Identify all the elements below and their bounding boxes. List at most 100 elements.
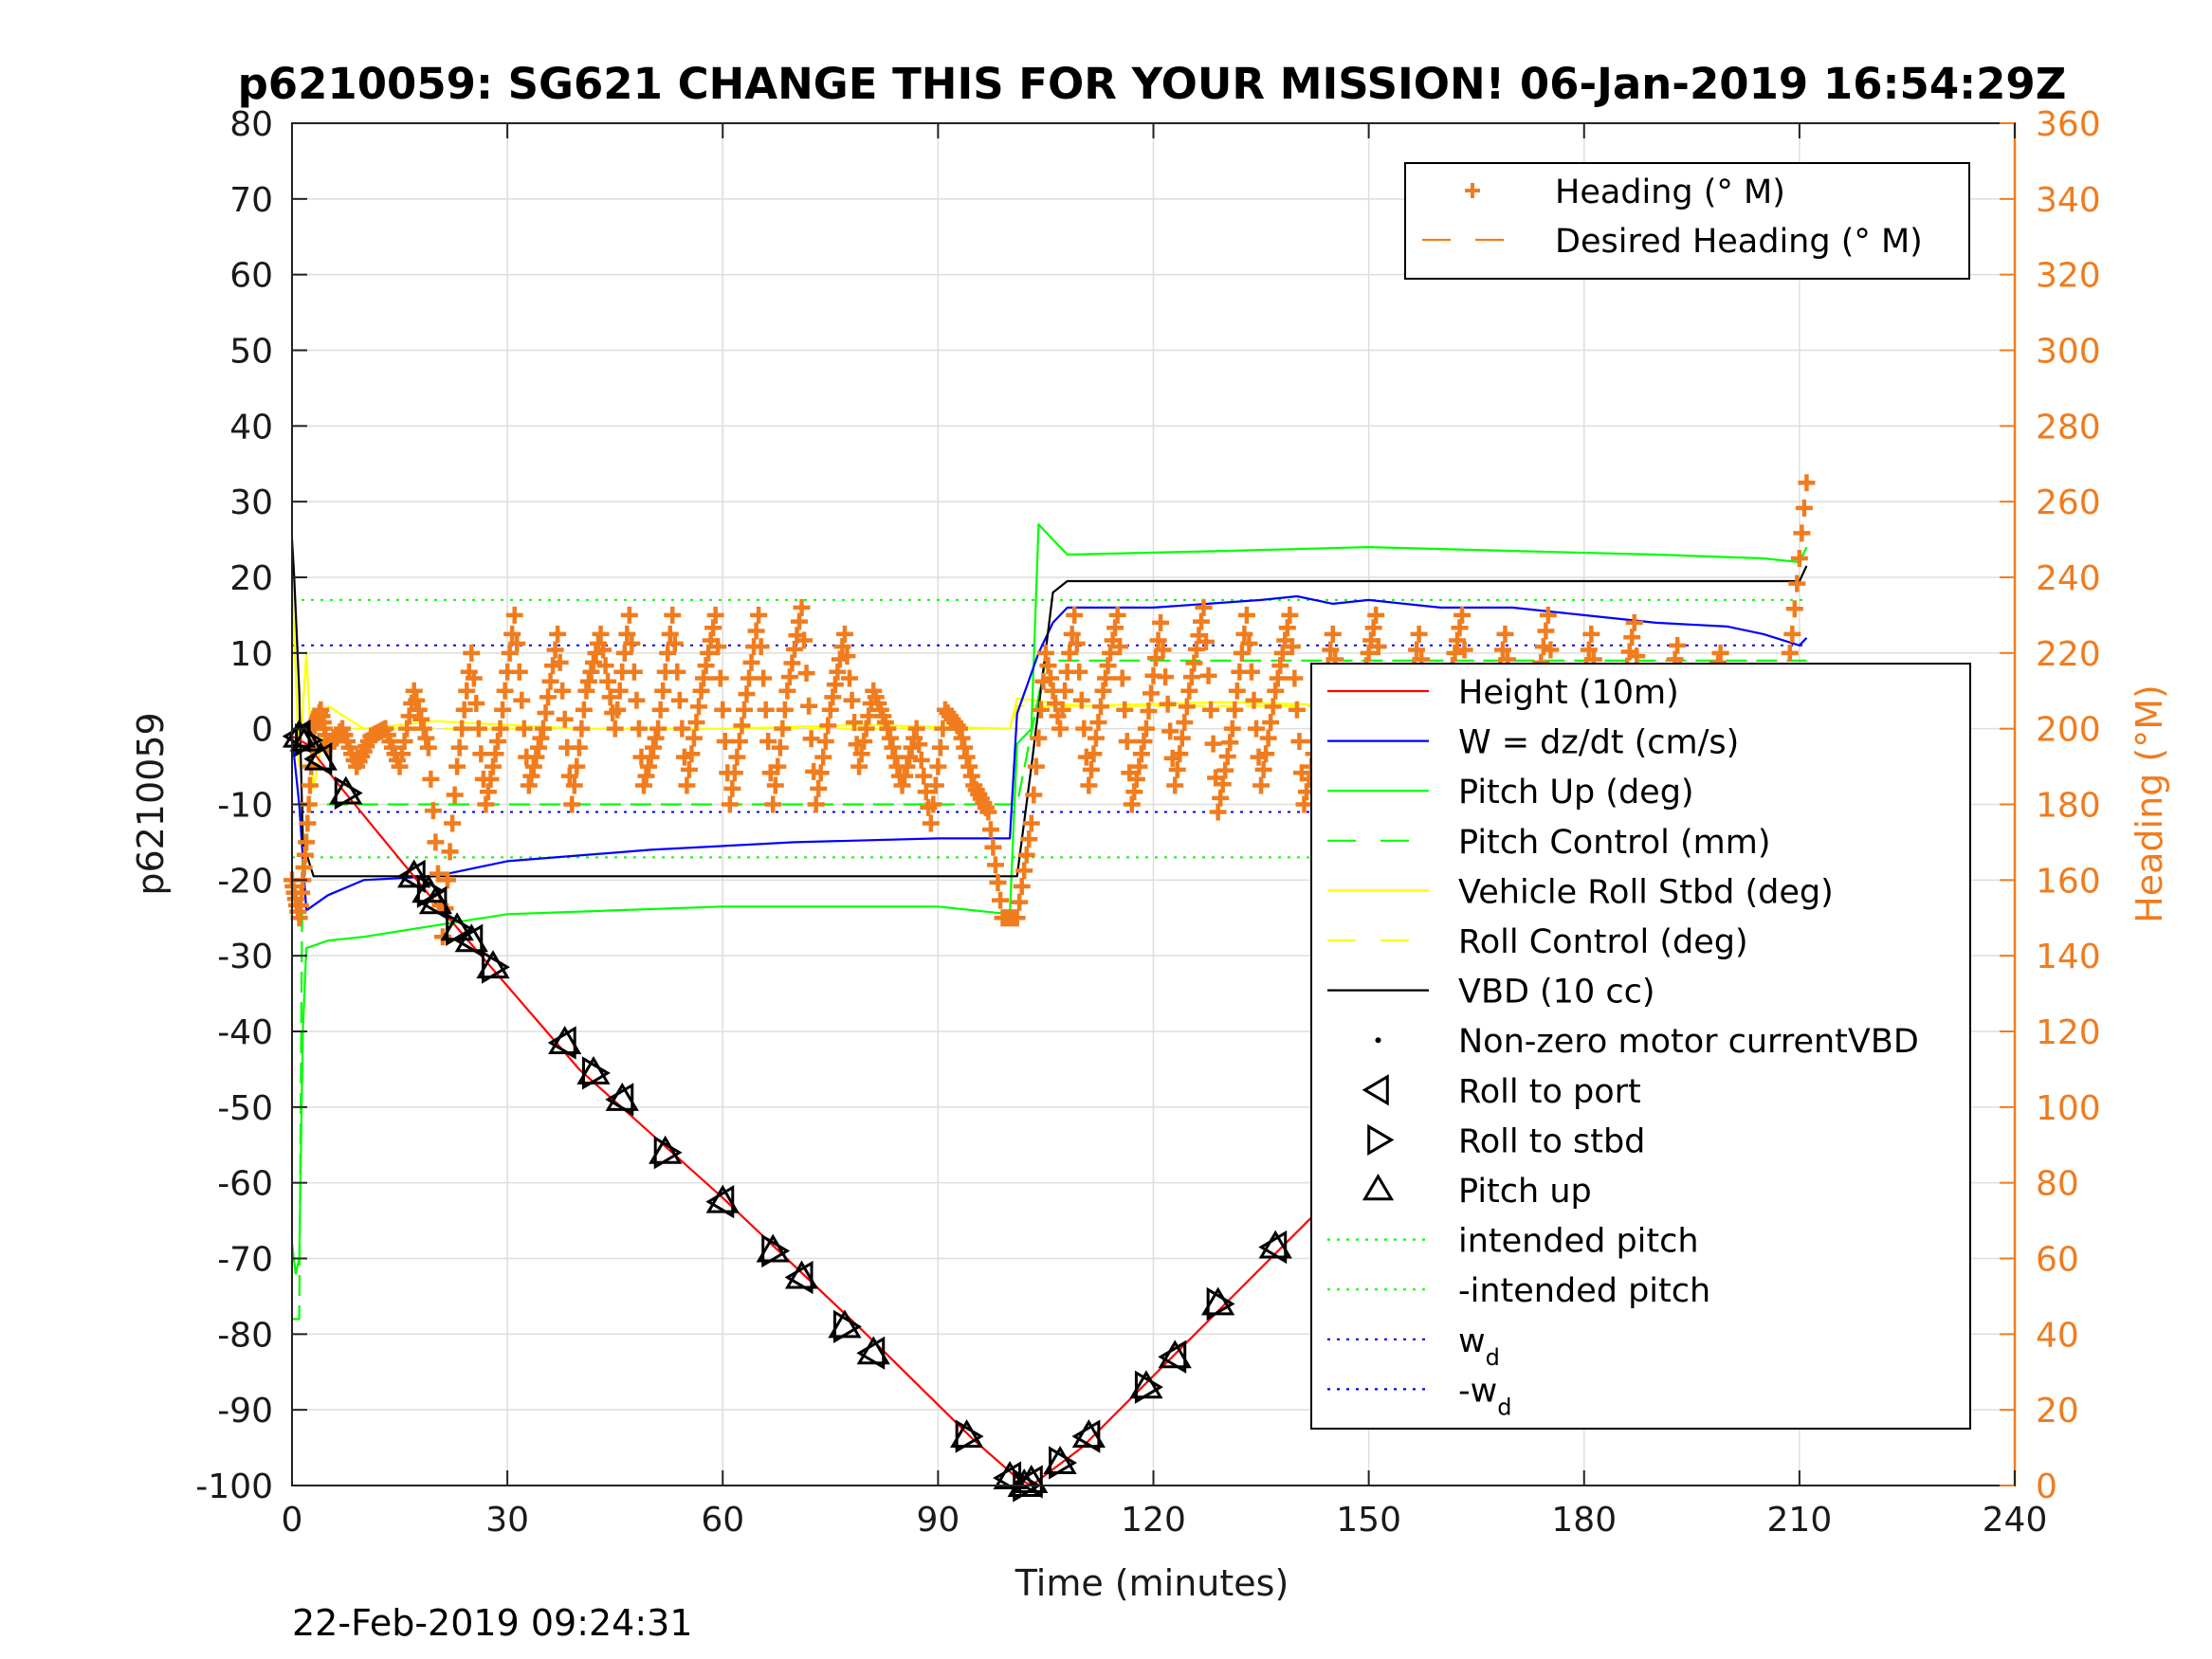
heading-point [783,654,801,672]
heading-point [1022,814,1040,832]
heading-point [522,767,540,785]
legend-label: Roll to stbd [1458,1122,1645,1160]
heading-point [620,606,638,624]
heading-point [1039,657,1057,675]
heading-point [841,669,859,687]
heading-point [410,701,428,719]
heading-point [1259,729,1277,747]
y-left-tick-label: 0 [251,711,273,750]
heading-point [759,732,777,750]
heading-point [422,770,440,788]
legend-label-text: Heading (° M) [1555,173,1785,211]
heading-point [700,644,718,662]
legend-heading: Heading (° M) Desired Heading (° M) [1404,162,1970,280]
heading-point [1252,776,1271,794]
heading-point [642,748,660,766]
legend-label: Vehicle Roll Stbd (deg) [1458,873,1834,911]
heading-point [513,691,531,709]
heading-point [1149,631,1167,649]
heading-point [654,682,672,700]
heading-point [637,767,655,785]
heading-point [1087,729,1105,747]
heading-point [469,720,487,738]
heading-point [419,738,437,757]
heading-point [661,625,679,643]
roll-stbd-marker [446,912,475,946]
legend-label-subscript: d [1497,1394,1511,1420]
marker-group [605,1082,639,1117]
roll-stbd-marker [334,775,363,811]
heading-point [1140,702,1158,720]
heading-point [393,745,411,763]
heading-point [1788,574,1806,592]
heading-point [951,720,969,738]
y-left-tick-label: 30 [229,483,273,522]
roll-stbd-marker [1134,1370,1163,1404]
x-tick-label: 30 [485,1501,529,1540]
heading-point [1125,783,1143,801]
heading-point [673,720,691,738]
marker-group [1014,1465,1049,1499]
heading-point [510,663,528,681]
x-tick-label: 60 [701,1501,744,1540]
heading-point [1036,644,1054,662]
heading-point [879,720,897,738]
y-right-tick-label: 340 [2036,181,2101,220]
heading-point [615,644,633,662]
legend-label: Roll to port [1458,1073,1641,1111]
heading-point [618,625,636,643]
legend-label-text: Roll to port [1458,1073,1641,1111]
y-left-tick-label: -10 [217,787,273,826]
heading-point [1013,877,1031,895]
heading-point [568,757,586,775]
heading-point [391,757,409,775]
heading-point [764,795,782,813]
heading-point [1286,669,1304,687]
heading-point [1288,701,1306,719]
y-left-tick-label: 70 [229,181,273,220]
heading-point [685,729,703,747]
y-right-tick-label: 200 [2036,711,2101,750]
heading-point [1248,720,1266,738]
heading-point [778,682,796,700]
heading-point [1204,735,1222,753]
heading-point [1089,714,1107,732]
heading-point [1795,499,1813,517]
heading-point [429,865,447,883]
heading-point [408,691,426,709]
heading-point [625,663,643,681]
heading-point [534,720,552,738]
heading-point [1008,909,1026,927]
y-right-tick-label: 260 [2036,483,2101,522]
heading-point [1446,644,1464,662]
heading-point [1176,714,1194,732]
marker-group [950,1419,984,1453]
heading-point [398,720,416,738]
series-w-dz-dt-cm-s [290,594,1808,912]
roll-stbd-marker [1049,1446,1078,1480]
heading-point [956,738,974,757]
heading-point [755,669,773,687]
legend-label: Roll Control (deg) [1458,923,1748,961]
legend-label-subscript: d [1486,1344,1500,1371]
heading-point [1240,634,1258,652]
heading-point [1102,644,1120,662]
heading-point [424,802,442,820]
heading-point [752,638,770,656]
heading-point [668,663,686,681]
y-left-tick-label: 40 [229,408,273,447]
roll-port-marker [547,1026,576,1060]
heading-point [592,625,610,643]
heading-point [1793,524,1811,542]
y-right-tick-label: 320 [2036,257,2101,296]
roll-stbd-marker [761,1233,791,1268]
legend-sample-tri-up [1362,1174,1395,1201]
heading-point [1099,657,1117,675]
heading-point [645,738,663,757]
heading-point [554,682,572,700]
heading-point [640,757,658,775]
heading-point [1070,663,1088,681]
marker-group [1258,1230,1292,1265]
heading-point [1322,641,1340,659]
heading-point [453,720,471,738]
